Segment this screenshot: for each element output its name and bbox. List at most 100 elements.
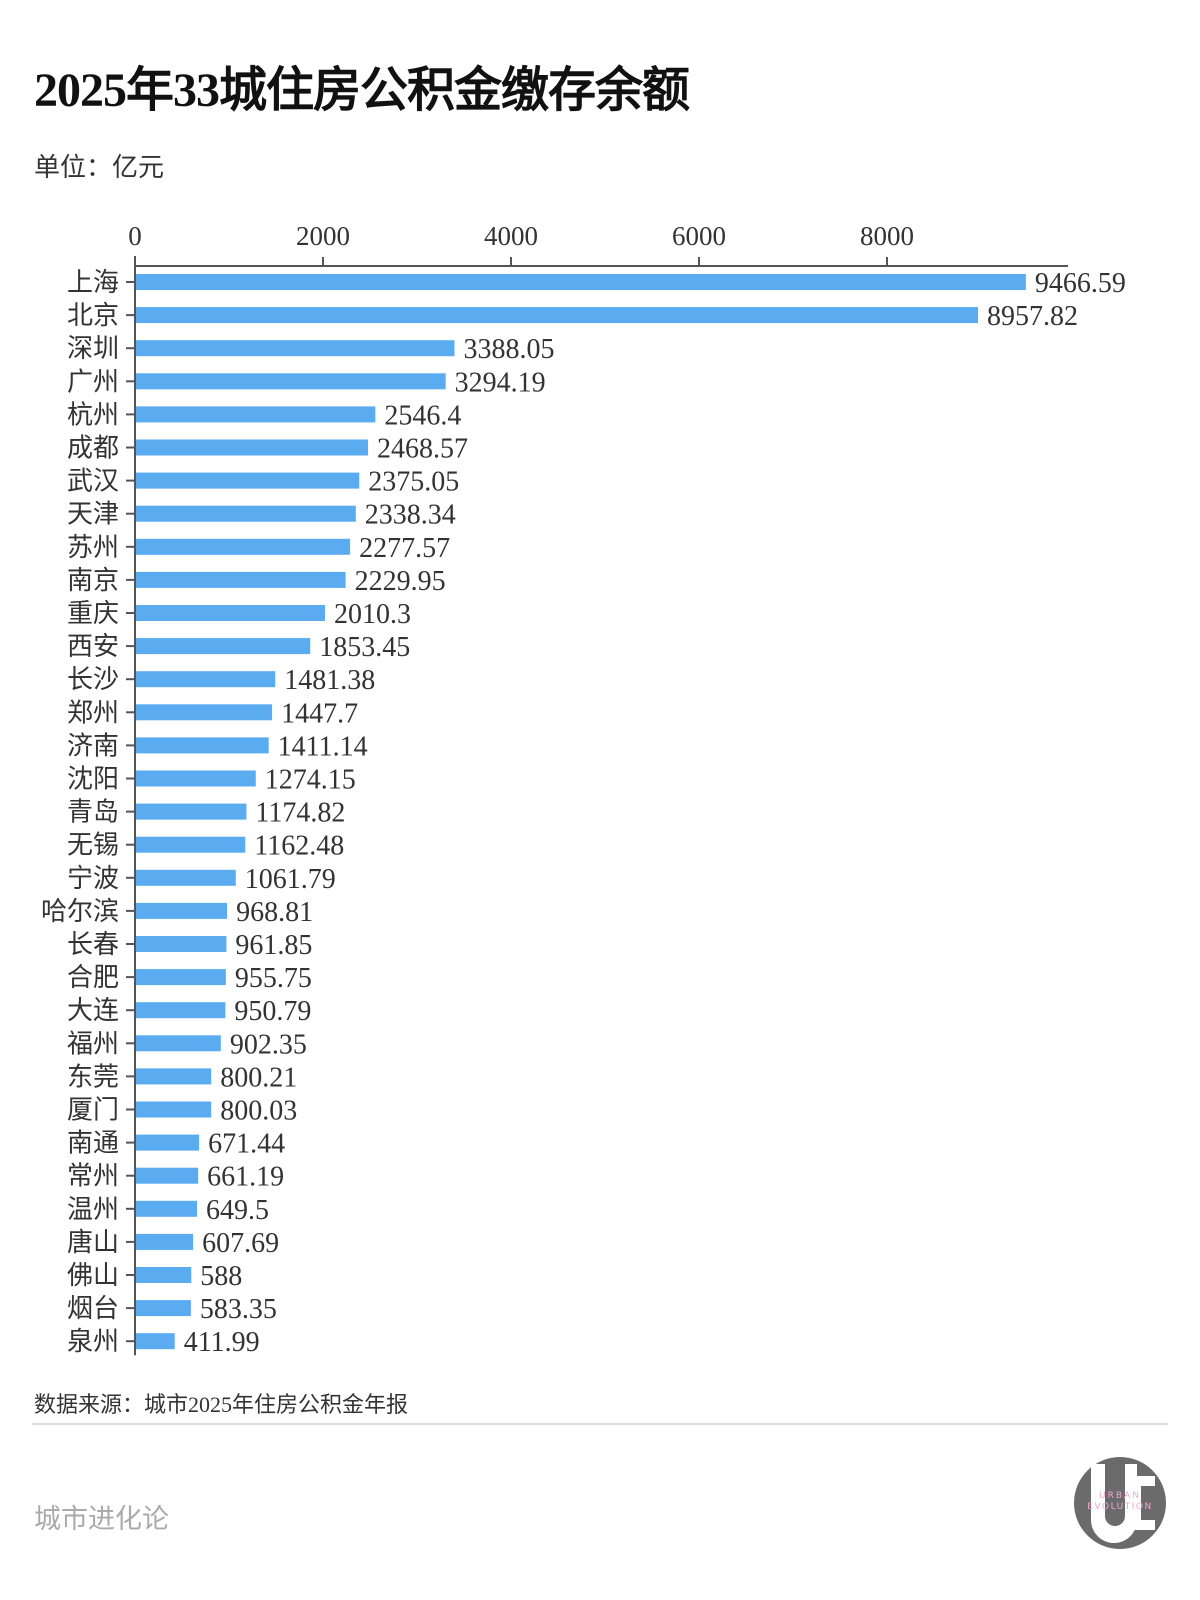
category-label: 武汉 (67, 467, 119, 496)
category-label: 天津 (67, 500, 119, 529)
bar-重庆 (136, 605, 325, 621)
bar-南通 (136, 1134, 200, 1151)
svg-text:URBAN: URBAN (1099, 1491, 1141, 1501)
category-label: 常州 (67, 1162, 119, 1191)
bar-泉州 (136, 1333, 175, 1350)
data-label: 2468.57 (377, 434, 468, 465)
x-tick-label: 4000 (484, 221, 538, 251)
data-label: 9466.59 (1035, 268, 1126, 299)
brand-name: 城市进化论 (34, 1504, 169, 1534)
data-label: 661.19 (207, 1162, 284, 1193)
category-label: 沈阳 (67, 765, 119, 794)
bar-广州 (136, 373, 446, 390)
category-label: 无锡 (67, 831, 119, 860)
data-label: 902.35 (230, 1029, 307, 1060)
category-label: 南京 (67, 566, 119, 595)
data-label: 968.81 (236, 897, 313, 928)
source-note: 数据来源：城市2025年住房公积金年报 (34, 1392, 409, 1417)
bar-大连 (136, 1002, 226, 1019)
data-label: 588 (200, 1261, 242, 1292)
data-label: 583.35 (200, 1294, 277, 1325)
chart-title: 2025年33城住房公积金缴存余额 (34, 64, 690, 117)
bar-成都 (136, 439, 369, 456)
data-label: 1162.48 (254, 831, 344, 862)
category-label: 温州 (67, 1195, 119, 1224)
brand-logo: URBAN EVOLUTION (1074, 1457, 1166, 1549)
unit-label: 单位：亿元 (34, 153, 165, 182)
bar-常州 (136, 1167, 199, 1184)
data-label: 1853.45 (319, 632, 410, 663)
bar-宁波 (136, 869, 236, 886)
data-label: 800.03 (220, 1096, 297, 1127)
data-label: 955.75 (235, 963, 312, 994)
data-label: 2338.34 (365, 500, 456, 531)
data-label: 1447.7 (281, 698, 358, 729)
category-label: 广州 (67, 367, 119, 396)
bar-杭州 (136, 406, 376, 423)
category-label: 东莞 (67, 1062, 119, 1091)
data-label: 8957.82 (987, 301, 1078, 332)
category-label: 烟台 (67, 1294, 119, 1323)
category-label: 长春 (67, 930, 119, 959)
data-label: 2229.95 (355, 566, 446, 597)
bar-哈尔滨 (136, 902, 228, 919)
category-label: 重庆 (67, 599, 119, 628)
data-label: 671.44 (208, 1129, 285, 1160)
bar-济南 (136, 737, 269, 754)
category-label: 唐山 (67, 1228, 119, 1257)
x-tick-label: 6000 (672, 221, 726, 251)
data-label: 3388.05 (463, 334, 554, 365)
category-label: 厦门 (67, 1096, 119, 1125)
data-label: 649.5 (206, 1195, 269, 1226)
data-label: 2010.3 (334, 599, 411, 630)
data-label: 1481.38 (284, 665, 375, 696)
bar-南京 (136, 571, 346, 588)
bar-合肥 (136, 969, 226, 986)
svg-text:EVOLUTION: EVOLUTION (1087, 1502, 1152, 1512)
data-label: 1061.79 (245, 864, 336, 895)
category-label: 北京 (67, 301, 119, 330)
bar-烟台 (136, 1300, 191, 1317)
bar-青岛 (136, 803, 247, 820)
data-label: 2546.4 (384, 400, 461, 431)
bar-长春 (136, 936, 227, 952)
category-label: 苏州 (67, 533, 119, 562)
bar-天津 (136, 505, 356, 522)
bar-长沙 (136, 671, 276, 688)
bar-佛山 (136, 1267, 192, 1283)
category-label: 深圳 (67, 334, 119, 363)
category-label: 合肥 (67, 963, 119, 992)
bar-北京 (136, 307, 979, 324)
bar-西安 (136, 638, 311, 655)
data-label: 1411.14 (278, 731, 368, 762)
category-label: 青岛 (67, 798, 119, 827)
data-label: 1274.15 (265, 765, 356, 796)
data-label: 1174.82 (255, 798, 345, 829)
bar-东莞 (136, 1068, 212, 1085)
bar-上海 (136, 274, 1026, 290)
bar-郑州 (136, 704, 273, 721)
bar-无锡 (136, 836, 246, 853)
category-label: 成都 (67, 434, 119, 463)
bar-chart: 0 2000 4000 6000 8000 上海 9466.59 北京 8957.82 深圳 338… (41, 221, 1126, 1358)
bar-沈阳 (136, 770, 256, 787)
data-label: 2375.05 (368, 467, 459, 498)
data-label: 800.21 (220, 1062, 297, 1093)
x-tick-label: 8000 (860, 221, 914, 251)
bar-武汉 (136, 472, 360, 489)
category-label: 济南 (67, 731, 119, 760)
x-tick-label: 2000 (296, 221, 350, 251)
category-label: 上海 (67, 268, 119, 297)
bar-福州 (136, 1035, 221, 1052)
data-label: 961.85 (235, 930, 312, 961)
category-label: 杭州 (67, 400, 119, 429)
bar-唐山 (136, 1233, 194, 1250)
data-label: 607.69 (202, 1228, 279, 1259)
data-label: 3294.19 (455, 367, 546, 398)
category-label: 南通 (67, 1129, 119, 1158)
category-label: 佛山 (67, 1261, 119, 1290)
category-label: 泉州 (67, 1327, 119, 1356)
category-label: 哈尔滨 (41, 897, 119, 926)
category-label: 大连 (67, 996, 119, 1025)
category-label: 宁波 (67, 864, 119, 893)
